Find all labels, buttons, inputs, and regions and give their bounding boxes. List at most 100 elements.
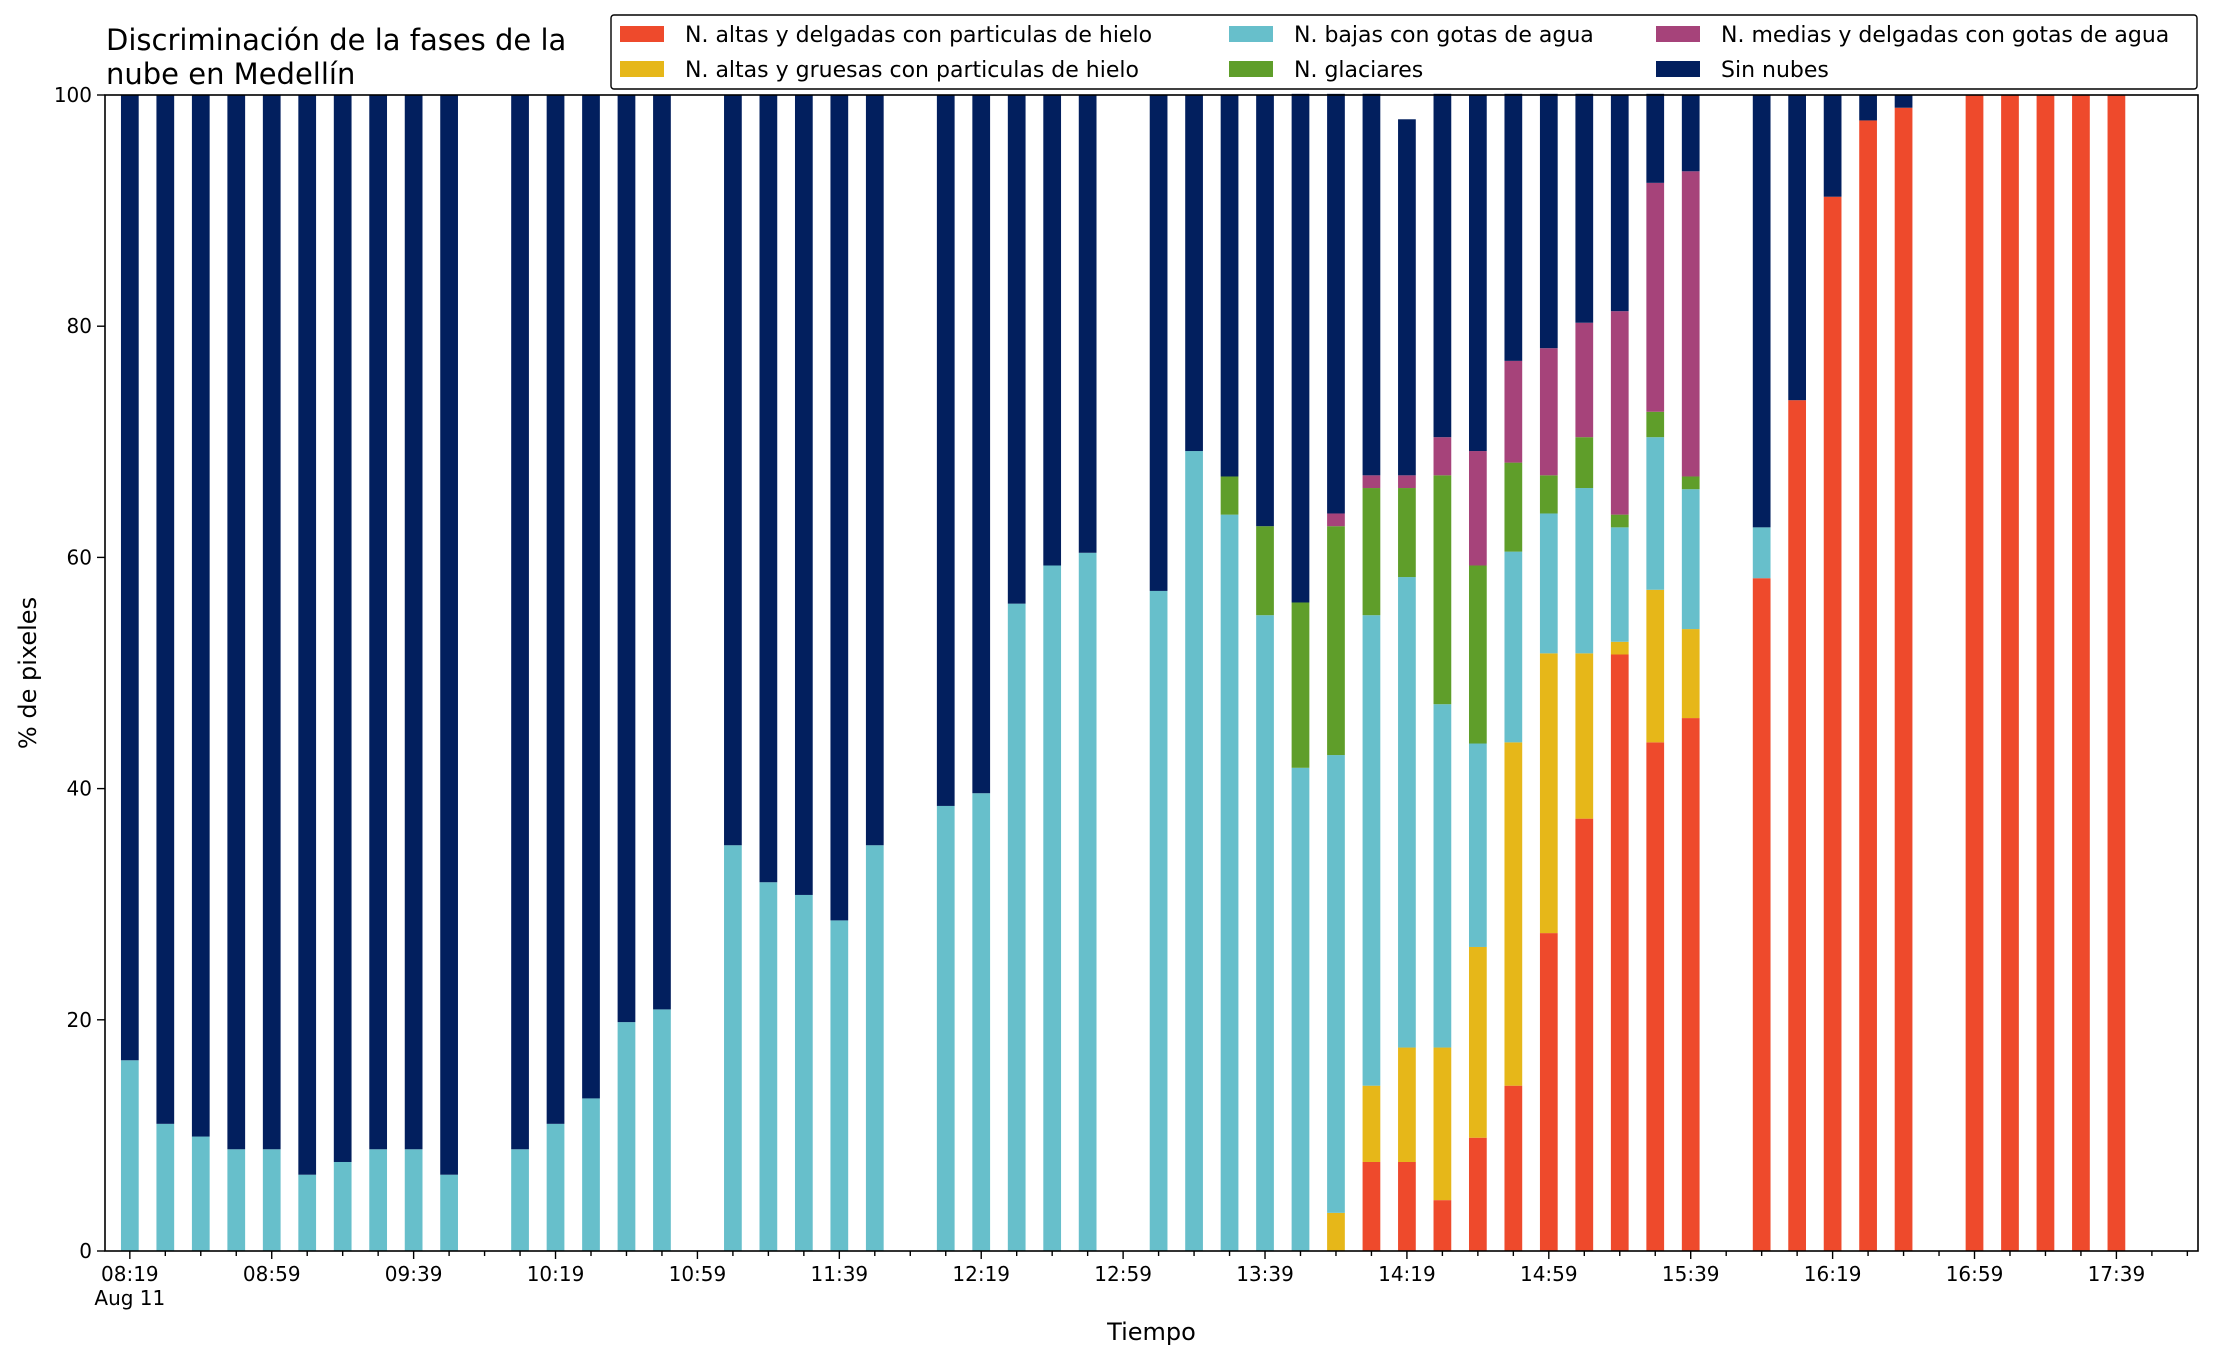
bar-segment-0919-s5 xyxy=(333,95,352,1162)
bar-segment-1559-s0 xyxy=(1752,578,1771,1251)
bar-segment-1459-s2 xyxy=(1539,513,1558,654)
bar-segment-1129-s5 xyxy=(794,95,813,895)
bar-segment-1039-s2 xyxy=(617,1022,636,1251)
bar-segment-0859-s2 xyxy=(262,1149,281,1251)
bar-segment-1339-s3 xyxy=(1256,526,1274,616)
bar-segment-1449-s3 xyxy=(1504,462,1523,552)
bar-segment-1409-s4 xyxy=(1362,475,1381,489)
bar-segment-1609-s0 xyxy=(1788,400,1807,1252)
bar-segment-1429-s3 xyxy=(1433,475,1452,705)
bar-segment-1349-s5 xyxy=(1291,93,1310,603)
legend-label: N. altas y delgadas con particulas de hi… xyxy=(685,23,1152,48)
bar-segment-1509-s3 xyxy=(1575,437,1594,489)
bar-segment-1449-s1 xyxy=(1504,742,1523,1086)
bar-segment-1239-s5 xyxy=(1043,95,1062,566)
bar-segment-1049-s5 xyxy=(653,95,671,1010)
bar-segment-1109-s5 xyxy=(724,95,742,846)
bar-segment-1219-s2 xyxy=(972,793,991,1251)
bar-segment-1539-s1 xyxy=(1681,629,1700,719)
legend-swatch xyxy=(1229,26,1273,42)
legend-label: N. bajas con gotas de agua xyxy=(1294,23,1594,48)
bar-segment-1729-s0 xyxy=(2072,95,2090,1251)
bar-segment-1009-s5 xyxy=(511,95,529,1150)
bar-segment-1349-s3 xyxy=(1291,602,1310,768)
bar-segment-1409-s3 xyxy=(1362,488,1381,616)
bar-segment-1009-s2 xyxy=(511,1149,529,1251)
bar-segment-1459-s1 xyxy=(1539,653,1558,934)
x-tick-label: 12:19 xyxy=(952,1262,1010,1286)
bar-segment-1659-s0 xyxy=(1965,95,1984,1251)
bar-segment-1229-s5 xyxy=(1007,95,1026,604)
bar-segment-1419-s2 xyxy=(1398,577,1416,1048)
bar-segment-1529-s1 xyxy=(1646,589,1665,743)
bar-segment-1039-s5 xyxy=(617,95,636,1023)
bar-segment-1239-s2 xyxy=(1043,565,1062,1251)
x-tick-label: 14:19 xyxy=(1378,1262,1436,1286)
bar-segment-1529-s4 xyxy=(1646,182,1665,412)
legend-box xyxy=(610,14,2198,90)
bar-segment-1509-s1 xyxy=(1575,653,1594,819)
bar-segment-1539-s4 xyxy=(1681,171,1700,477)
y-tick-label: 60 xyxy=(67,545,92,569)
x-tick-label: 16:19 xyxy=(1804,1262,1862,1286)
bar-segment-1119-s2 xyxy=(759,882,778,1251)
bar-segment-1339-s5 xyxy=(1256,95,1274,527)
bar-segment-1519-s2 xyxy=(1610,527,1629,642)
bar-segment-0939-s2 xyxy=(404,1149,423,1251)
legend-label: Sin nubes xyxy=(1721,58,1829,83)
bar-segment-1459-s3 xyxy=(1539,475,1558,514)
legend-label: N. altas y gruesas con particulas de hie… xyxy=(685,58,1139,83)
bar-segment-1309-s5 xyxy=(1149,95,1168,591)
bar-segment-1519-s0 xyxy=(1610,654,1629,1251)
bar-segment-1229-s2 xyxy=(1007,603,1026,1251)
bar-segment-1639-s0 xyxy=(1894,107,1913,1251)
y-tick-label: 20 xyxy=(67,1008,92,1032)
bar-segment-1119-s5 xyxy=(759,95,778,883)
bar-segment-1529-s5 xyxy=(1646,93,1665,183)
bar-segment-1449-s4 xyxy=(1504,360,1523,463)
bar-segment-1439-s5 xyxy=(1468,95,1487,452)
bar-segment-1329-s5 xyxy=(1220,95,1239,477)
x-tick-label: 17:39 xyxy=(2088,1262,2146,1286)
bar-segment-1319-s2 xyxy=(1185,451,1203,1252)
bar-segment-0949-s2 xyxy=(440,1174,458,1251)
bar-segment-1539-s5 xyxy=(1681,95,1700,172)
bar-segment-1359-s2 xyxy=(1327,755,1345,1213)
bar-segment-1109-s2 xyxy=(724,845,742,1251)
bar-segment-1459-s0 xyxy=(1539,933,1558,1251)
bar-segment-0839-s2 xyxy=(191,1136,210,1251)
y-tick-label: 80 xyxy=(67,314,92,338)
bar-segment-0829-s2 xyxy=(156,1123,175,1251)
bar-segment-1419-s0 xyxy=(1398,1161,1416,1251)
bar-segment-0909-s5 xyxy=(298,95,317,1175)
bar-segment-1529-s0 xyxy=(1646,742,1665,1251)
bar-segment-1519-s1 xyxy=(1610,641,1629,655)
x-tick-label: 09:39 xyxy=(385,1262,443,1286)
legend-swatch xyxy=(1656,61,1700,77)
x-tick-label: 10:19 xyxy=(527,1262,585,1286)
bar-segment-1429-s5 xyxy=(1433,93,1452,438)
x-tick-label: 08:59 xyxy=(243,1262,301,1286)
y-axis-title: % de pixeles xyxy=(14,597,42,749)
x-tick-label: 13:39 xyxy=(1236,1262,1294,1286)
bar-segment-1349-s2 xyxy=(1291,767,1310,1251)
bar-segment-1409-s5 xyxy=(1362,93,1381,476)
bar-segment-1149-s2 xyxy=(865,845,884,1251)
bar-segment-1449-s2 xyxy=(1504,551,1523,743)
bar-segment-1439-s2 xyxy=(1468,743,1487,947)
bar-segment-1019-s2 xyxy=(546,1123,565,1251)
bar-segment-1429-s0 xyxy=(1433,1200,1452,1251)
bar-segment-1629-s5 xyxy=(1859,95,1877,121)
y-tick-label: 0 xyxy=(79,1239,92,1263)
bar-segment-1539-s2 xyxy=(1681,489,1700,630)
bar-segment-1459-s5 xyxy=(1539,93,1558,349)
bar-segment-1509-s2 xyxy=(1575,488,1594,654)
bar-segment-1019-s5 xyxy=(546,95,565,1124)
bar-segment-1509-s0 xyxy=(1575,818,1594,1251)
bar-segment-0939-s5 xyxy=(404,95,423,1150)
bar-segment-0819-s2 xyxy=(120,1060,139,1251)
